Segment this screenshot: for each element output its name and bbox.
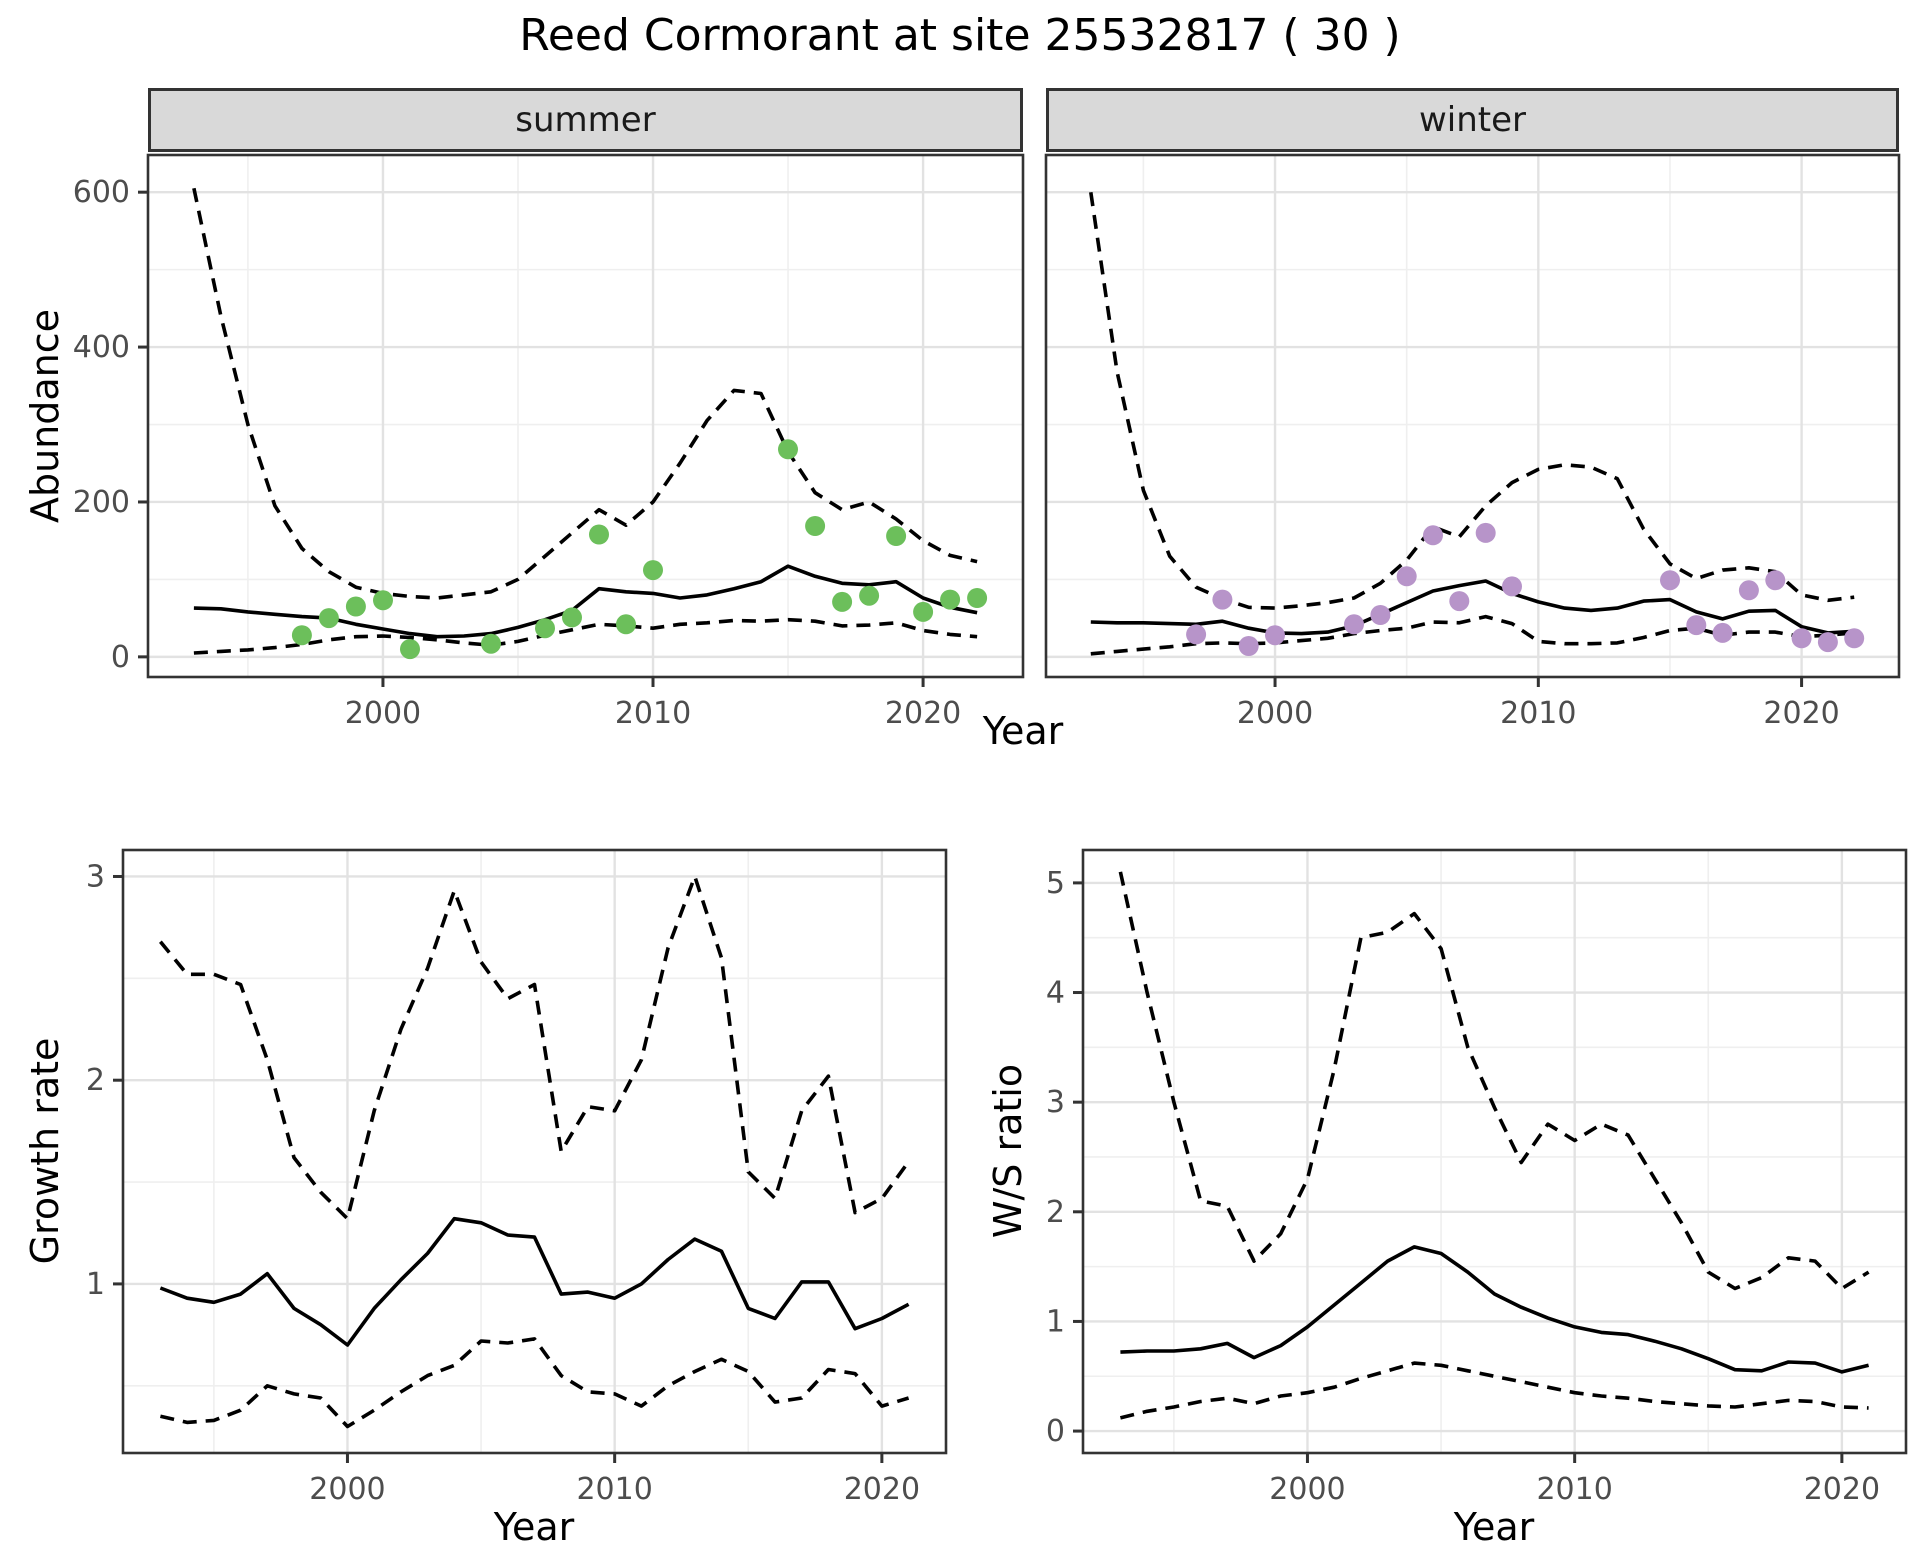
- ws-y-tick-label: 1: [1046, 1304, 1065, 1339]
- summer-panel-border: [146, 153, 1025, 679]
- summer-observation-point: [291, 625, 312, 646]
- winter-observation-point: [1686, 615, 1707, 636]
- winter-x-tick-label: 2000: [1237, 696, 1313, 731]
- winter-x-tick-label: 2020: [1763, 696, 1839, 731]
- winter-observation-point: [1660, 570, 1680, 591]
- growth-x-tick-label: 2010: [576, 1472, 652, 1507]
- growth-x-tick-label: 2020: [844, 1472, 920, 1507]
- summer-observation-point: [778, 439, 798, 460]
- winter-observation-point: [1844, 628, 1865, 649]
- summer-x-tick-label: 2010: [615, 696, 691, 731]
- summer-y-tick-label: 200: [73, 485, 130, 520]
- winter-panel-background: [1046, 155, 1899, 677]
- summer-y-tick-label: 600: [73, 175, 130, 210]
- growth-y-tick-label: 3: [86, 859, 105, 894]
- ws-panel-border: [1081, 848, 1908, 1455]
- growth-panel-background: [123, 850, 946, 1453]
- ws-x-tick-label: 2010: [1536, 1472, 1612, 1507]
- ws-y-tick-label: 2: [1046, 1195, 1065, 1230]
- facet-strip-summer-label: summer: [515, 100, 656, 140]
- winter-observation-point: [1475, 522, 1496, 543]
- facet-strip-summer: summer: [148, 88, 1023, 152]
- summer-observation-point: [345, 596, 366, 617]
- summer-observation-point: [481, 633, 501, 654]
- growth-x-tick-label: 2000: [309, 1472, 385, 1507]
- ws-x-tick-label: 2000: [1269, 1472, 1345, 1507]
- winter-observation-point: [1765, 570, 1786, 591]
- facet-strip-winter-label: winter: [1418, 100, 1527, 140]
- y-axis-title-abundance: Abundance: [23, 308, 67, 524]
- ws-y-tick-label: 4: [1046, 976, 1065, 1011]
- summer-observation-point: [373, 590, 393, 611]
- winter-observation-point: [1212, 589, 1233, 610]
- winter-observation-point: [1423, 525, 1443, 546]
- ws-x-tick-label: 2020: [1804, 1472, 1880, 1507]
- plot-title: Reed Cormorant at site 25532817 ( 30 ): [519, 10, 1401, 61]
- growth-y-tick-label: 1: [86, 1267, 105, 1302]
- summer-observation-point: [400, 639, 420, 660]
- ws-fit-line: [1120, 1245, 1870, 1374]
- facet-strip-winter: winter: [1046, 88, 1899, 152]
- summer-observation-point: [643, 560, 663, 581]
- summer-observation-point: [940, 589, 961, 610]
- x-axis-title-year-bottom-right: Year: [1453, 1505, 1535, 1549]
- x-axis-title-year-bottom-left: Year: [493, 1505, 575, 1549]
- winter-observation-point: [1712, 622, 1733, 643]
- ws-y-tick-label: 3: [1046, 1085, 1065, 1120]
- x-axis-title-year-top: Year: [982, 709, 1064, 753]
- winter-observation-point: [1449, 591, 1470, 612]
- winter-panel-border: [1044, 153, 1901, 679]
- summer-y-tick-label: 400: [73, 330, 130, 365]
- summer-observation-point: [535, 618, 555, 639]
- summer-y-tick-label: 0: [111, 640, 130, 675]
- summer-observation-point: [967, 588, 988, 608]
- winter-observation-point: [1738, 580, 1759, 601]
- ws-lower-ci-line: [1119, 1361, 1869, 1420]
- winter-observation-point: [1344, 614, 1364, 635]
- summer-observation-point: [859, 585, 880, 606]
- winter-observation-point: [1370, 605, 1391, 625]
- winter-observation-point: [1502, 576, 1522, 597]
- summer-observation-point: [832, 591, 853, 612]
- growth-y-tick-label: 2: [86, 1063, 105, 1098]
- winter-observation-point: [1186, 624, 1207, 645]
- summer-x-tick-label: 2020: [885, 696, 961, 731]
- ws-y-tick-label: 0: [1046, 1414, 1065, 1449]
- winter-observation-point: [1238, 636, 1259, 656]
- growth-upper-ci-line: [159, 874, 911, 1221]
- winter-fit-line: [1090, 579, 1855, 636]
- growth-fit-line: [159, 1216, 910, 1347]
- growth-panel-border: [121, 848, 948, 1455]
- summer-observation-point: [562, 607, 582, 628]
- summer-observation-point: [913, 601, 934, 622]
- summer-lower-ci-line: [193, 617, 978, 655]
- summer-observation-point: [616, 614, 636, 635]
- winter-observation-point: [1791, 628, 1812, 649]
- ws-panel-background: [1083, 850, 1906, 1453]
- winter-observation-point: [1396, 566, 1417, 587]
- ws-upper-ci-line: [1118, 871, 1870, 1291]
- winter-observation-point: [1265, 625, 1285, 646]
- winter-observation-point: [1817, 632, 1838, 653]
- y-axis-title-growth-rate: Growth rate: [23, 1037, 67, 1265]
- winter-x-tick-label: 2010: [1500, 696, 1576, 731]
- ws-y-tick-label: 5: [1046, 866, 1065, 901]
- y-axis-title-ws-ratio: W/S ratio: [986, 1063, 1030, 1239]
- summer-observation-point: [886, 526, 907, 546]
- summer-x-tick-label: 2000: [345, 696, 421, 731]
- summer-observation-point: [589, 524, 609, 545]
- summer-upper-ci-line: [192, 187, 978, 600]
- summer-observation-point: [805, 516, 826, 536]
- summer-observation-point: [318, 608, 339, 629]
- growth-lower-ci-line: [159, 1337, 910, 1429]
